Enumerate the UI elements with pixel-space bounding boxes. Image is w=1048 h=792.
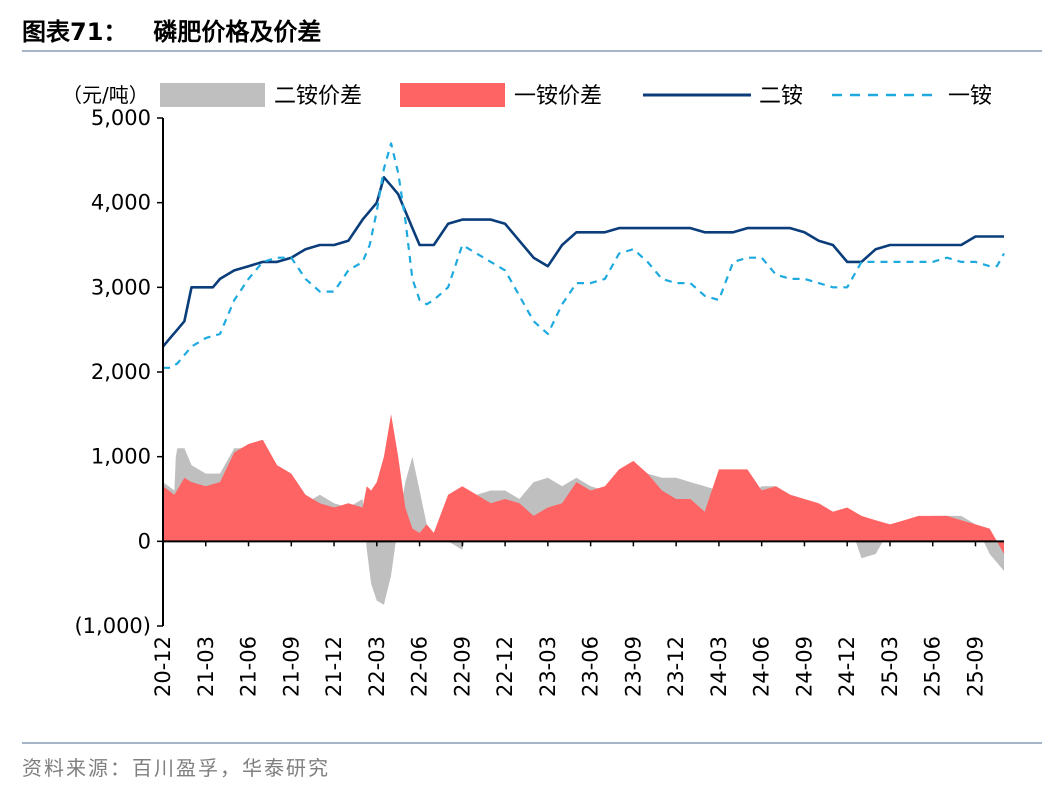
chart-svg: 5,000 4,000 3,000 2,000 1,000 0 (1,000)20-12 21… [62,83,1005,697]
x-tick-label: 21-09 [279,636,303,697]
x-tick-label: 21-06 [237,636,261,697]
x-tick-label: 22-09 [450,636,474,697]
legend-label-0: 二铵价差 [274,84,362,109]
bottom-divider [22,742,1042,744]
x-tick-label: 24-03 [707,636,731,697]
x-tick-label: 22-12 [493,636,517,697]
y-unit-label: （元/吨） [62,83,149,107]
source-note: 资料来源：百川盈孚，华泰研究 [22,756,330,780]
x-tick-label: 23-06 [579,636,603,697]
x-tick-label: 23-03 [536,636,560,697]
x-tick-label: 22-03 [365,636,389,697]
legend: 二铵价差 一铵价差 二铵 一铵 [160,83,992,109]
x-tick-label: 22-06 [408,636,432,697]
legend-label-1: 一铵价差 [514,84,602,109]
y-tick-label: 4,000 [91,191,151,215]
y-tick-label: 0 [138,529,151,553]
x-tick-label: 24-09 [792,636,816,697]
figure-number: 图表71： [22,17,128,46]
x-tick-label: 25-09 [963,636,987,697]
x-tick-label: 25-03 [878,636,902,697]
axes-layer: 5,000 4,000 3,000 2,000 1,000 0 (1,000)20-12 21… [62,83,1004,697]
series-layer [162,142,1005,605]
legend-label-3: 一铵 [948,84,992,109]
legend-swatch-1 [400,83,505,107]
x-tick-label: 24-06 [750,636,774,697]
figure-title-text: 磷肥价格及价差 [153,17,322,46]
top-divider [22,50,1042,52]
x-tick-label: 23-09 [621,636,645,697]
y-tick-label: 5,000 [91,106,151,130]
x-tick-label: 23-12 [664,636,688,697]
series-line-2 [162,176,1004,348]
y-tick-label: (1,000) [74,614,151,638]
x-tick-label: 25-06 [921,636,945,697]
legend-label-2: 二铵 [759,84,803,109]
y-tick-label: 1,000 [91,445,151,469]
series-area-1 [163,414,1004,554]
x-tick-label: 20-12 [151,636,175,697]
y-tick-label: 3,000 [91,275,151,299]
legend-swatch-0 [160,83,265,107]
x-tick-label: 21-03 [194,636,218,697]
series-line-3 [163,142,1005,369]
y-tick-label: 2,000 [91,360,151,384]
x-tick-label: 24-12 [835,636,859,697]
x-tick-label: 21-12 [322,636,346,697]
figure-title: 图表71： 磷肥价格及价差 [22,12,321,46]
